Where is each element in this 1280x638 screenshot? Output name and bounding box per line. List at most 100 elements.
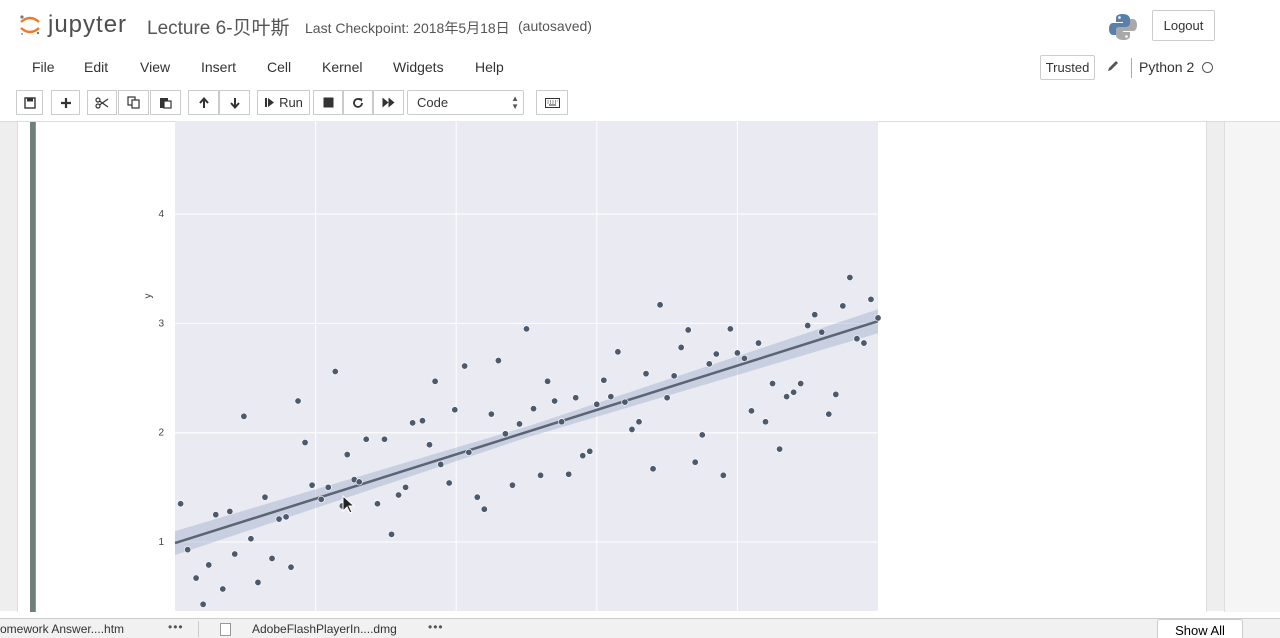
refresh-icon [353, 97, 363, 108]
scatter-point [705, 360, 713, 368]
menu-widgets[interactable]: Widgets [393, 59, 444, 75]
scatter-point [362, 435, 370, 443]
logout-button[interactable]: Logout [1152, 10, 1215, 41]
scatter-point [762, 418, 770, 426]
scatter-point [254, 578, 262, 586]
move-down-button[interactable] [219, 90, 250, 115]
run-label: Run [279, 95, 303, 110]
copy-button[interactable] [118, 90, 149, 115]
scatter-point [726, 325, 734, 333]
scatter-point [628, 425, 636, 433]
trusted-badge[interactable]: Trusted [1040, 55, 1095, 80]
edit-pencil-icon[interactable] [1106, 59, 1120, 73]
scatter-point [355, 478, 363, 486]
scatter-point [219, 585, 227, 593]
save-icon [23, 96, 36, 109]
paste-button[interactable] [150, 90, 181, 115]
scatter-point [192, 574, 200, 582]
y-tick-label: 1 [158, 537, 164, 548]
scatter-point [445, 479, 453, 487]
scatter-point [621, 398, 629, 406]
move-up-button[interactable] [188, 90, 219, 115]
menu-kernel[interactable]: Kernel [322, 59, 363, 75]
scatter-point [839, 302, 847, 310]
scatter-point [649, 465, 657, 473]
menu-insert[interactable]: Insert [201, 59, 237, 75]
scatter-point [635, 418, 643, 426]
menu-cell[interactable]: Cell [267, 59, 292, 75]
scatter-point [874, 314, 882, 322]
show-all-downloads-button[interactable]: Show All [1157, 619, 1243, 638]
scatter-point [825, 410, 833, 418]
notebook-title[interactable]: Lecture 6-贝叶斯 [147, 18, 290, 39]
cell-type-select[interactable]: Code ▲ ▼ [407, 90, 524, 115]
menu-edit[interactable]: Edit [84, 59, 109, 75]
scatter-point [593, 400, 601, 408]
scatter-point [572, 394, 580, 402]
scatter-point [487, 410, 495, 418]
scatter-point [184, 546, 192, 554]
scatter-point [853, 335, 861, 343]
scatter-point [776, 445, 784, 453]
save-button[interactable] [16, 90, 43, 115]
download-separator [198, 621, 199, 637]
scatter-point [797, 380, 805, 388]
scatter-point [494, 357, 502, 365]
scatter-point [212, 511, 220, 519]
interrupt-button[interactable] [313, 90, 343, 115]
download-item-2[interactable]: AdobeFlashPlayerIn....dmg [252, 622, 397, 636]
scatter-point [431, 377, 439, 385]
command-palette-button[interactable] [536, 90, 568, 115]
scatter-point [614, 348, 622, 356]
scatter-point [282, 513, 290, 521]
scatter-point [226, 507, 234, 515]
scatter-point [747, 407, 755, 415]
scatter-point [240, 412, 248, 420]
scatter-point [177, 500, 185, 508]
scatter-point [388, 530, 396, 538]
scatter-point [811, 311, 819, 319]
fast-forward-icon [382, 97, 395, 108]
scatter-point [670, 372, 678, 380]
kernel-idle-indicator-icon [1202, 62, 1213, 73]
scatter-point [867, 295, 875, 303]
insert-cell-button[interactable] [51, 90, 80, 115]
scatter-point [712, 350, 720, 358]
kernel-separator [1131, 58, 1132, 78]
scatter-point [754, 339, 762, 347]
notebook-side-margin [1224, 122, 1280, 612]
restart-button[interactable] [343, 90, 373, 115]
scatter-point [515, 420, 523, 428]
regression-line [174, 320, 879, 545]
scatter-point [719, 471, 727, 479]
file-icon [220, 623, 231, 636]
scatter-point [418, 417, 426, 425]
stop-icon [323, 97, 333, 108]
scatter-point [473, 493, 481, 501]
scatter-point [395, 491, 403, 499]
plus-icon [60, 97, 71, 108]
menu-file[interactable]: File [32, 59, 55, 75]
scatter-point [860, 339, 868, 347]
scatter-point [402, 483, 410, 491]
menu-help[interactable]: Help [475, 59, 504, 75]
restart-run-all-button[interactable] [373, 90, 404, 115]
jupyter-logo[interactable]: jupyter [18, 8, 127, 42]
y-tick-label: 2 [158, 428, 164, 439]
download-bar: omework Answer....htm ••• AdobeFlashPlay… [0, 618, 1280, 638]
step-forward-icon [265, 98, 275, 107]
cut-button[interactable] [87, 90, 117, 115]
scatter-point [846, 273, 854, 281]
run-button[interactable]: Run [257, 90, 310, 115]
scatter-point [317, 495, 325, 503]
scatter-point [465, 448, 473, 456]
scatter-point [579, 452, 587, 460]
scatter-point [380, 435, 388, 443]
scatter-point [551, 397, 559, 405]
arrow-up-icon [198, 96, 209, 108]
download-item-1-menu[interactable]: ••• [168, 620, 184, 634]
download-item-1[interactable]: omework Answer....htm [0, 622, 125, 636]
arrow-down-icon [229, 97, 240, 109]
download-item-2-menu[interactable]: ••• [428, 620, 444, 634]
menu-view[interactable]: View [140, 59, 171, 75]
